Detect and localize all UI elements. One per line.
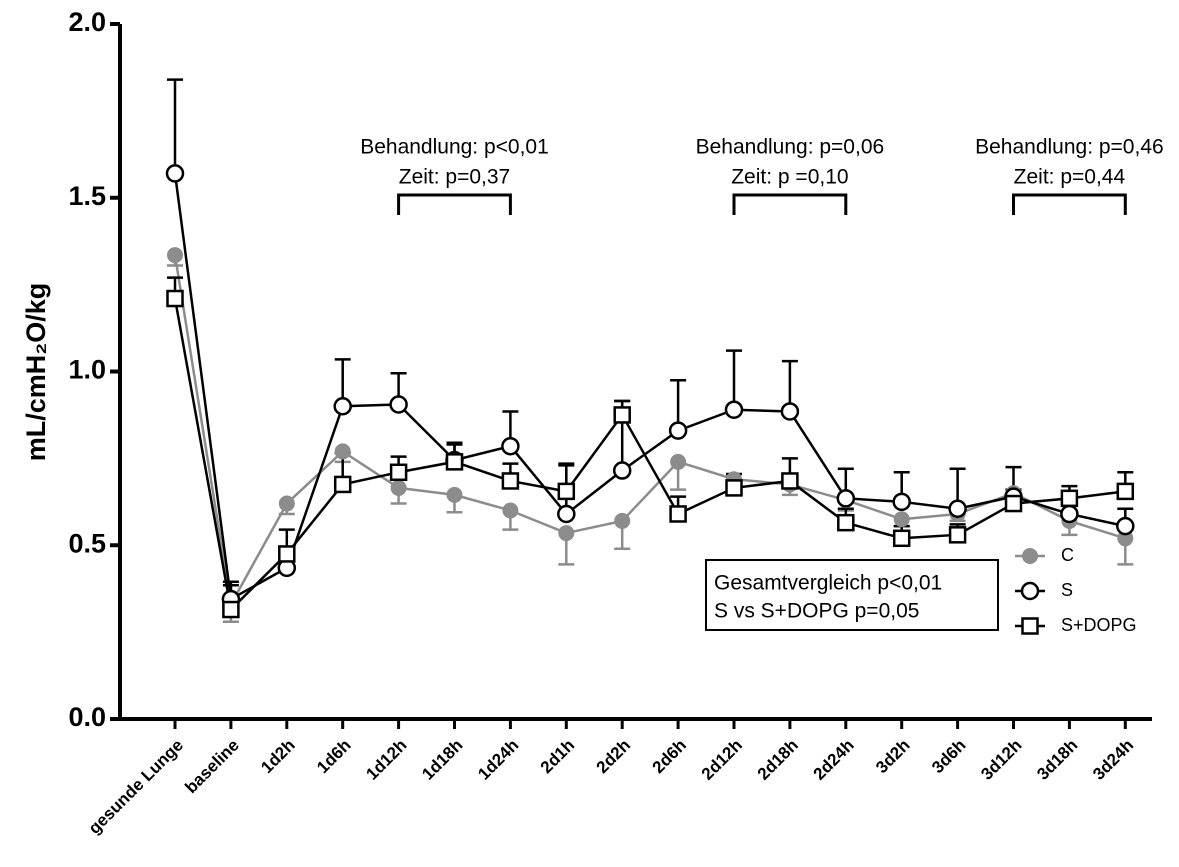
data-point (557, 504, 576, 524)
x-tick-label: 2d24h (810, 736, 858, 784)
data-point (333, 397, 352, 416)
data-point (780, 402, 800, 421)
bracket (1012, 193, 1127, 215)
data-point (1116, 482, 1135, 501)
x-tick-label: 1d18h (418, 736, 466, 784)
data-point (502, 502, 519, 519)
data-point (893, 511, 910, 528)
x-tick-label: 3d18h (1033, 736, 1081, 784)
annotation: Zeit: p =0,10 (731, 166, 848, 189)
data-point (948, 526, 967, 544)
x-tick-label: 1d6h (313, 736, 354, 777)
data-point (837, 513, 855, 532)
stats-box (705, 559, 999, 631)
data-point (501, 436, 520, 456)
data-point (166, 289, 184, 308)
y-tick-label: 1.5 (68, 181, 106, 211)
x-tick-label: 1d12h (362, 736, 410, 784)
data-point (222, 600, 240, 619)
bracket (397, 193, 512, 215)
y-axis-label: mL/cmH₂O/kg (21, 283, 51, 462)
data-point (389, 395, 408, 414)
y-tick-label: 0.5 (68, 528, 106, 558)
data-point (557, 482, 576, 501)
x-tick-label: 2d2h (593, 736, 634, 777)
data-point (390, 479, 407, 496)
y-tick-label: 0.0 (68, 702, 106, 732)
annotation: Behandlung: p<0,01 (360, 136, 549, 159)
data-point (333, 475, 352, 494)
legend-marker (1020, 581, 1040, 601)
data-point (614, 512, 631, 529)
x-tick-label: 2d12h (698, 736, 746, 784)
data-point (278, 495, 295, 512)
x-tick-label: 3d2h (872, 736, 913, 777)
series-line (173, 254, 1126, 609)
y-tick-label: 2.0 (68, 7, 106, 37)
legend-marker (1022, 548, 1038, 564)
data-point (389, 463, 408, 482)
data-point (558, 525, 575, 542)
x-tick-label: 2d18h (754, 736, 802, 784)
data-point (1060, 489, 1079, 508)
data-point (445, 453, 464, 471)
data-point (781, 472, 799, 490)
data-point (165, 164, 185, 183)
data-point (613, 406, 631, 424)
data-point (334, 443, 351, 460)
data-point (892, 492, 911, 512)
error-bar (167, 78, 183, 174)
annotation: Behandlung: p=0,46 (975, 136, 1164, 159)
annotation: Behandlung: p=0,06 (696, 136, 885, 159)
x-tick-label: 1d2h (257, 736, 298, 777)
data-point (836, 489, 856, 508)
data-point (892, 529, 911, 548)
data-point (612, 461, 632, 480)
stats-text: Gesamtvergleich p<0,01 (714, 572, 942, 595)
legend-label: S (1061, 580, 1073, 600)
data-point (1116, 516, 1135, 536)
data-point (670, 453, 687, 470)
error-bar (726, 349, 742, 410)
x-tick-label: baseline (181, 736, 243, 798)
data-point (724, 400, 744, 419)
data-point (446, 486, 463, 503)
data-point (669, 505, 687, 523)
data-point (501, 472, 520, 490)
series-line (173, 298, 1126, 613)
data-point (278, 545, 296, 563)
y-tick-label: 1.0 (68, 355, 106, 385)
x-tick-label: 3d12h (977, 736, 1025, 784)
stats-text: S vs S+DOPG p=0,05 (714, 600, 919, 623)
data-point (1060, 504, 1079, 524)
data-point (167, 247, 183, 264)
data-point (668, 421, 688, 440)
bracket (732, 193, 848, 215)
x-tick-label: 3d24h (1089, 736, 1137, 784)
data-point (1004, 494, 1023, 513)
legend-label: S+DOPG (1061, 615, 1137, 635)
annotation: Zeit: p=0,44 (1014, 166, 1126, 189)
legend-marker (1021, 617, 1039, 635)
x-tick-label: 3d6h (928, 736, 969, 777)
x-tick-label: gesunde Lunge (85, 736, 187, 838)
series-line (173, 173, 1126, 602)
x-tick-label: 1d24h (474, 736, 522, 784)
x-tick-label: 2d6h (649, 736, 690, 777)
annotation: Zeit: p=0,37 (399, 166, 511, 189)
data-point (948, 499, 967, 519)
legend-label: C (1061, 545, 1074, 565)
data-point (725, 479, 743, 497)
x-tick-label: 2d1h (537, 736, 578, 777)
